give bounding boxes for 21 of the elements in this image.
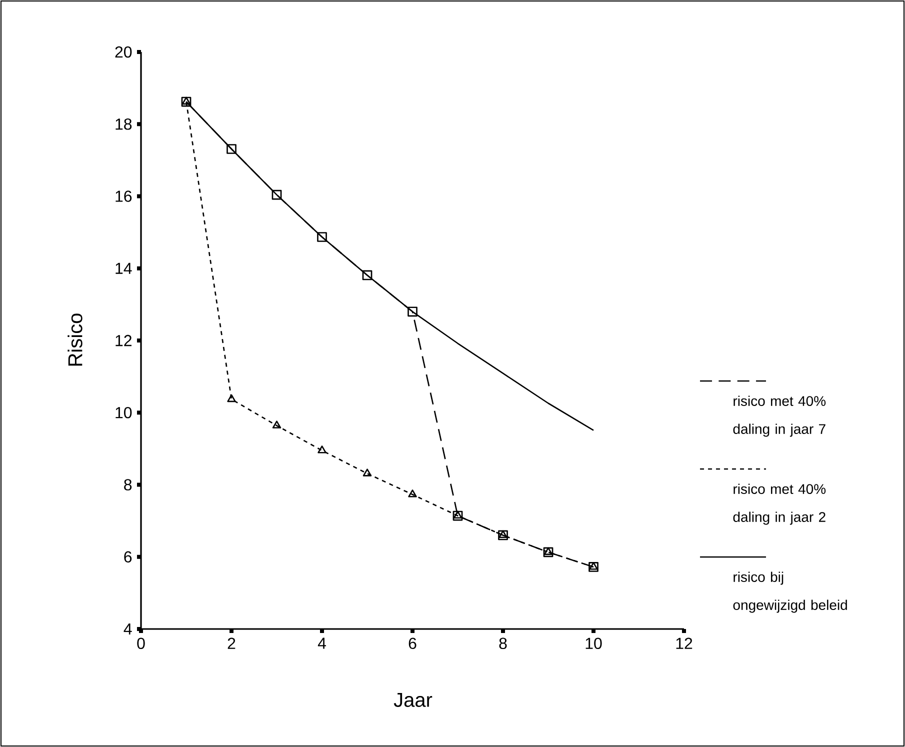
x-tick-label: 4	[318, 638, 326, 649]
legend-label: risico bij ongewijzigd beleid	[733, 572, 847, 613]
x-tick-label: 2	[228, 638, 236, 649]
x-tick-label: 0	[137, 638, 145, 650]
y-tick-label: 8	[124, 479, 132, 490]
y-tick-label: 6	[124, 551, 132, 563]
x-tick-label: 10	[586, 638, 602, 650]
y-tick-label: 18	[116, 118, 132, 130]
y-tick-label: 20	[115, 46, 132, 58]
y-axis-title: Risico	[68, 314, 82, 366]
y-tick-label: 16	[116, 190, 132, 202]
y-tick-label: 10	[116, 406, 132, 418]
x-axis-title: Jaar	[394, 693, 432, 707]
text: risico met 40% daling in jaar 7	[733, 396, 826, 437]
y-tick-label: 14	[116, 262, 132, 274]
y-tick-label: 12	[116, 334, 132, 346]
y-tick-label: 4	[124, 624, 132, 635]
text: risico met 40% daling in jaar 2	[733, 484, 826, 525]
x-tick-label: 12	[676, 638, 692, 649]
x-tick-label: 8	[499, 638, 507, 650]
x-tick-label: 6	[408, 638, 416, 650]
